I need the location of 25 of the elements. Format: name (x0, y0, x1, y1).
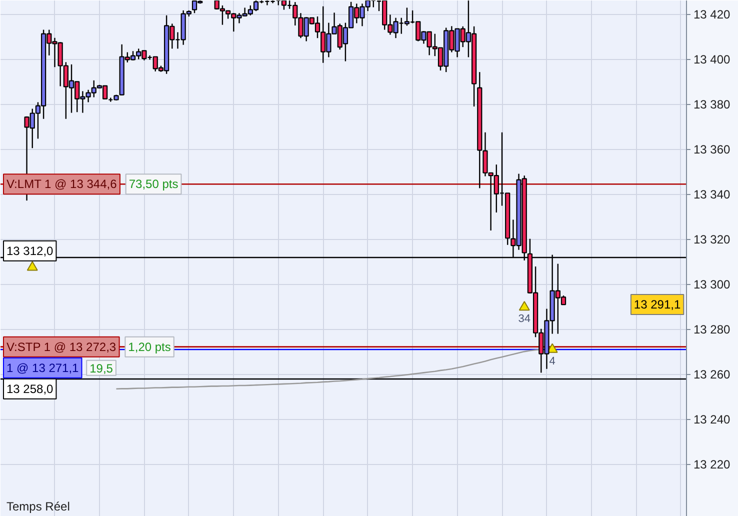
annotation: Temps Réel (6, 500, 70, 514)
ref-line-label: V:LMT 1 @ 13 344,6 (6, 177, 118, 192)
ref-line-label: V:STP 1 @ 13 272,3 (6, 340, 116, 354)
y-tick-label: 13 400 (694, 52, 731, 66)
y-tick-label: 13 320 (694, 232, 731, 246)
annotation: 19,5 (90, 361, 114, 376)
series-label: 34 (518, 313, 530, 326)
y-tick-label: 13 380 (694, 97, 731, 112)
y-tick-label: 13 260 (694, 368, 731, 382)
text: 13 291,1 (634, 298, 681, 312)
series-label: 4 (549, 356, 556, 368)
point (518, 300, 530, 311)
annotation: 73,50 pts (128, 177, 178, 192)
y-tick-label: 13 280 (694, 322, 731, 336)
y-tick-label: 13 340 (694, 187, 731, 202)
y-tick-label: 13 240 (694, 412, 731, 427)
y-tick-label: 13 420 (694, 7, 731, 22)
annotation: 1,20 pts (128, 340, 171, 354)
ref-line-label: 1 @ 13 271,1 (6, 360, 80, 375)
ref-line-label: 13 258,0 (6, 382, 54, 396)
y-tick-label: 13 220 (694, 458, 731, 472)
y-tick-label: 13 300 (694, 277, 731, 292)
point (26, 261, 38, 271)
ref-line-label: 13 312,0 (6, 244, 54, 258)
y-tick-label: 13 360 (694, 142, 731, 156)
